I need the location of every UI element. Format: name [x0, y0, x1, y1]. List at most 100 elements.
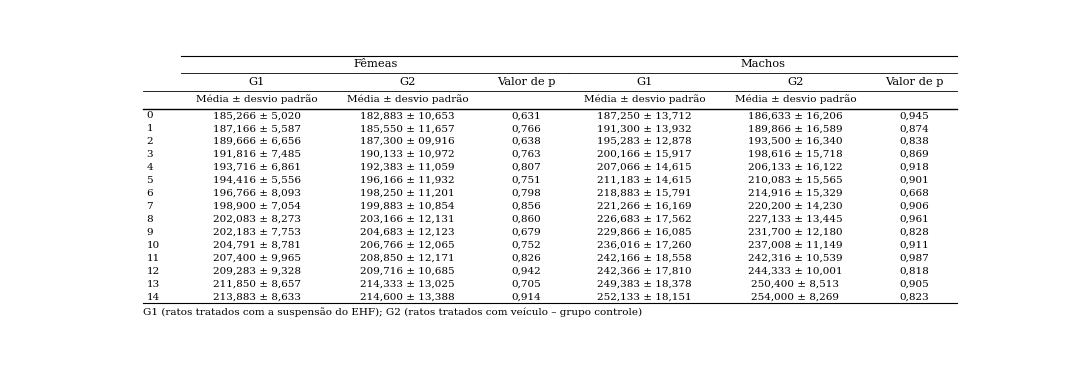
- Text: 182,883 ± 10,653: 182,883 ± 10,653: [360, 111, 455, 120]
- Text: 249,383 ± 18,378: 249,383 ± 18,378: [597, 280, 692, 289]
- Text: 9: 9: [146, 228, 153, 237]
- Text: Média ± desvio padrão: Média ± desvio padrão: [735, 95, 856, 104]
- Text: 206,133 ± 16,122: 206,133 ± 16,122: [748, 163, 842, 172]
- Text: 0,874: 0,874: [899, 124, 929, 133]
- Text: Média ± desvio padrão: Média ± desvio padrão: [347, 95, 469, 104]
- Text: 210,083 ± 15,565: 210,083 ± 15,565: [748, 176, 842, 185]
- Text: 5: 5: [146, 176, 153, 185]
- Text: 8: 8: [146, 215, 153, 224]
- Text: 0,914: 0,914: [511, 293, 541, 301]
- Text: 0,906: 0,906: [899, 202, 929, 211]
- Text: 193,500 ± 16,340: 193,500 ± 16,340: [748, 137, 842, 146]
- Text: 0,945: 0,945: [899, 111, 929, 120]
- Text: 191,816 ± 7,485: 191,816 ± 7,485: [213, 150, 300, 159]
- Text: 209,716 ± 10,685: 209,716 ± 10,685: [360, 267, 455, 275]
- Text: 250,400 ± 8,513: 250,400 ± 8,513: [752, 280, 839, 289]
- Text: 242,316 ± 10,539: 242,316 ± 10,539: [748, 254, 842, 263]
- Text: 2: 2: [146, 137, 153, 146]
- Text: 0,766: 0,766: [511, 124, 541, 133]
- Text: 3: 3: [146, 150, 153, 159]
- Text: 0,838: 0,838: [899, 137, 929, 146]
- Text: 0,807: 0,807: [511, 163, 541, 172]
- Text: Fêmeas: Fêmeas: [353, 59, 397, 69]
- Text: G2: G2: [787, 77, 804, 87]
- Text: 244,333 ± 10,001: 244,333 ± 10,001: [748, 267, 842, 275]
- Text: 195,283 ± 12,878: 195,283 ± 12,878: [597, 137, 692, 146]
- Text: 220,200 ± 14,230: 220,200 ± 14,230: [748, 202, 842, 211]
- Text: 209,283 ± 9,328: 209,283 ± 9,328: [213, 267, 300, 275]
- Text: 236,016 ± 17,260: 236,016 ± 17,260: [597, 241, 692, 250]
- Text: 0,679: 0,679: [511, 228, 541, 237]
- Text: 242,166 ± 18,558: 242,166 ± 18,558: [597, 254, 692, 263]
- Text: 206,766 ± 12,065: 206,766 ± 12,065: [360, 241, 455, 250]
- Text: 199,883 ± 10,854: 199,883 ± 10,854: [360, 202, 455, 211]
- Text: 0,763: 0,763: [511, 150, 541, 159]
- Text: 229,866 ± 16,085: 229,866 ± 16,085: [597, 228, 692, 237]
- Text: 207,066 ± 14,615: 207,066 ± 14,615: [597, 163, 692, 172]
- Text: G1: G1: [636, 77, 653, 87]
- Text: 237,008 ± 11,149: 237,008 ± 11,149: [748, 241, 842, 250]
- Text: G2: G2: [399, 77, 415, 87]
- Text: 10: 10: [146, 241, 160, 250]
- Text: 202,083 ± 8,273: 202,083 ± 8,273: [213, 215, 300, 224]
- Text: Machos: Machos: [740, 59, 786, 69]
- Text: 0,869: 0,869: [899, 150, 929, 159]
- Text: 0,860: 0,860: [511, 215, 541, 224]
- Text: 0,918: 0,918: [899, 163, 929, 172]
- Text: G1: G1: [248, 77, 265, 87]
- Text: 208,850 ± 12,171: 208,850 ± 12,171: [360, 254, 455, 263]
- Text: 0,942: 0,942: [511, 267, 541, 275]
- Text: 0,856: 0,856: [511, 202, 541, 211]
- Text: 0,905: 0,905: [899, 280, 929, 289]
- Text: 187,300 ± 09,916: 187,300 ± 09,916: [360, 137, 455, 146]
- Text: 194,416 ± 5,556: 194,416 ± 5,556: [213, 176, 300, 185]
- Text: 190,133 ± 10,972: 190,133 ± 10,972: [360, 150, 455, 159]
- Text: 193,716 ± 6,861: 193,716 ± 6,861: [213, 163, 300, 172]
- Text: 0,751: 0,751: [511, 176, 541, 185]
- Text: 14: 14: [146, 293, 160, 301]
- Text: 0: 0: [146, 111, 153, 120]
- Text: 0,987: 0,987: [899, 254, 929, 263]
- Text: 242,366 ± 17,810: 242,366 ± 17,810: [597, 267, 692, 275]
- Text: 214,333 ± 13,025: 214,333 ± 13,025: [360, 280, 455, 289]
- Text: 192,383 ± 11,059: 192,383 ± 11,059: [360, 163, 455, 172]
- Text: 204,791 ± 8,781: 204,791 ± 8,781: [213, 241, 300, 250]
- Text: 186,633 ± 16,206: 186,633 ± 16,206: [748, 111, 842, 120]
- Text: Valor de p: Valor de p: [885, 77, 944, 87]
- Text: 189,666 ± 6,656: 189,666 ± 6,656: [213, 137, 300, 146]
- Text: G1 (ratos tratados com a suspensão do EHF); G2 (ratos tratados com veículo – gru: G1 (ratos tratados com a suspensão do EH…: [143, 307, 642, 317]
- Text: 13: 13: [146, 280, 160, 289]
- Text: 0,798: 0,798: [511, 189, 541, 198]
- Text: 211,850 ± 8,657: 211,850 ± 8,657: [213, 280, 300, 289]
- Text: 7: 7: [146, 202, 153, 211]
- Text: 187,250 ± 13,712: 187,250 ± 13,712: [597, 111, 692, 120]
- Text: 0,911: 0,911: [899, 241, 929, 250]
- Text: 12: 12: [146, 267, 160, 275]
- Text: 214,916 ± 15,329: 214,916 ± 15,329: [748, 189, 842, 198]
- Text: 191,300 ± 13,932: 191,300 ± 13,932: [597, 124, 692, 133]
- Text: Média ± desvio padrão: Média ± desvio padrão: [196, 95, 317, 104]
- Text: 0,668: 0,668: [899, 189, 929, 198]
- Text: 196,766 ± 8,093: 196,766 ± 8,093: [213, 189, 300, 198]
- Text: 218,883 ± 15,791: 218,883 ± 15,791: [597, 189, 692, 198]
- Text: Média ± desvio padrão: Média ± desvio padrão: [584, 95, 705, 104]
- Text: 11: 11: [146, 254, 160, 263]
- Text: 203,166 ± 12,131: 203,166 ± 12,131: [360, 215, 455, 224]
- Text: 0,901: 0,901: [899, 176, 929, 185]
- Text: 0,823: 0,823: [899, 293, 929, 301]
- Text: 187,166 ± 5,587: 187,166 ± 5,587: [213, 124, 300, 133]
- Text: 0,961: 0,961: [899, 215, 929, 224]
- Text: 0,631: 0,631: [511, 111, 541, 120]
- Text: 226,683 ± 17,562: 226,683 ± 17,562: [597, 215, 692, 224]
- Text: 6: 6: [146, 189, 153, 198]
- Text: 254,000 ± 8,269: 254,000 ± 8,269: [752, 293, 839, 301]
- Text: 0,828: 0,828: [899, 228, 929, 237]
- Text: 204,683 ± 12,123: 204,683 ± 12,123: [360, 228, 455, 237]
- Text: 207,400 ± 9,965: 207,400 ± 9,965: [213, 254, 300, 263]
- Text: 0,818: 0,818: [899, 267, 929, 275]
- Text: 0,638: 0,638: [511, 137, 541, 146]
- Text: 213,883 ± 8,633: 213,883 ± 8,633: [213, 293, 300, 301]
- Text: 185,266 ± 5,020: 185,266 ± 5,020: [213, 111, 300, 120]
- Text: 231,700 ± 12,180: 231,700 ± 12,180: [748, 228, 842, 237]
- Text: 198,900 ± 7,054: 198,900 ± 7,054: [213, 202, 300, 211]
